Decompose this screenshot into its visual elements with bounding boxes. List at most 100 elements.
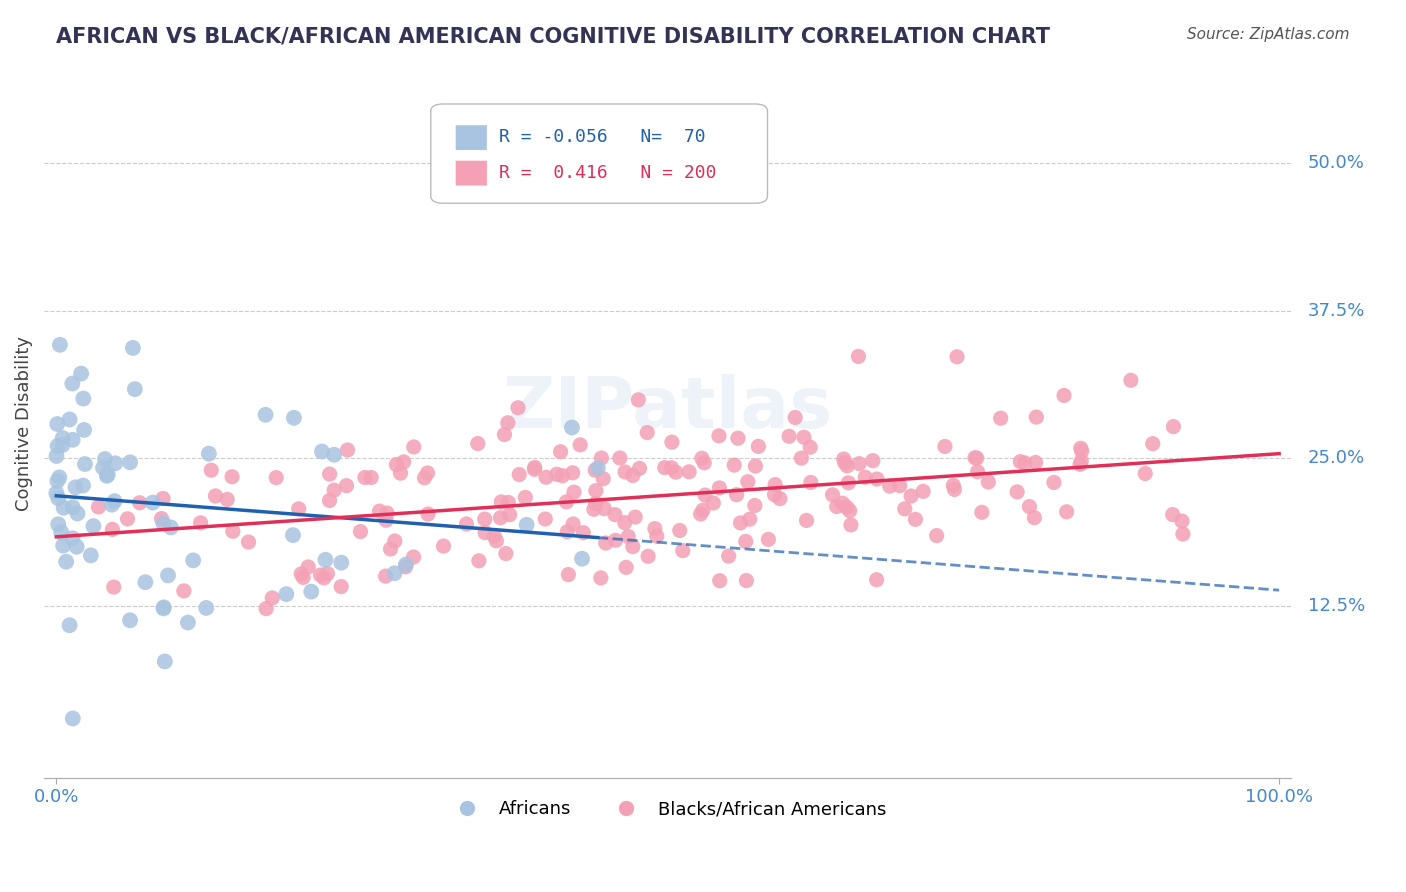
- Point: [498, 508, 520, 522]
- Point: [62, 433, 84, 447]
- Point: [889, 479, 911, 493]
- Point: [569, 438, 592, 452]
- Point: [839, 517, 862, 532]
- Point: [853, 470, 876, 484]
- Point: [374, 569, 396, 583]
- Point: [72, 478, 94, 492]
- Point: [70, 367, 93, 381]
- Point: [51, 438, 73, 452]
- Point: [389, 466, 412, 480]
- Point: [392, 455, 415, 469]
- Point: [1119, 373, 1142, 387]
- Point: [835, 500, 858, 515]
- Point: [198, 447, 221, 461]
- Point: [494, 427, 516, 442]
- Point: [1018, 500, 1040, 514]
- Point: [769, 491, 792, 506]
- Point: [254, 408, 277, 422]
- Point: [287, 501, 309, 516]
- Point: [966, 465, 988, 479]
- Point: [238, 535, 260, 549]
- Point: [628, 461, 651, 475]
- Point: [62, 531, 84, 545]
- Point: [879, 479, 901, 493]
- Point: [330, 556, 353, 570]
- Point: [1043, 475, 1066, 490]
- Point: [800, 475, 823, 490]
- Point: [380, 541, 402, 556]
- Point: [91, 460, 114, 475]
- Point: [970, 505, 993, 519]
- Point: [283, 410, 305, 425]
- Point: [709, 481, 731, 495]
- Point: [583, 463, 606, 477]
- Point: [124, 382, 146, 396]
- Point: [394, 559, 416, 574]
- Point: [621, 540, 644, 554]
- Point: [55, 555, 77, 569]
- Point: [1161, 508, 1184, 522]
- Point: [104, 456, 127, 470]
- Point: [832, 452, 855, 467]
- FancyBboxPatch shape: [456, 161, 486, 186]
- Point: [152, 601, 174, 615]
- Point: [617, 530, 640, 544]
- Point: [395, 558, 418, 572]
- Point: [866, 472, 889, 486]
- Point: [523, 460, 546, 475]
- Point: [485, 533, 508, 548]
- Point: [790, 451, 813, 466]
- Point: [644, 522, 666, 536]
- FancyBboxPatch shape: [456, 125, 486, 150]
- Point: [934, 440, 956, 454]
- Point: [46, 491, 69, 506]
- Point: [605, 533, 627, 548]
- Point: [413, 471, 436, 485]
- Point: [702, 496, 724, 510]
- Point: [87, 500, 110, 514]
- Point: [1070, 444, 1092, 458]
- Point: [585, 497, 607, 511]
- Point: [290, 566, 312, 581]
- Point: [58, 618, 80, 632]
- Point: [730, 516, 752, 530]
- Point: [134, 575, 156, 590]
- Point: [318, 493, 340, 508]
- Point: [65, 480, 87, 494]
- Text: 50.0%: 50.0%: [1308, 154, 1364, 172]
- Point: [45, 449, 67, 463]
- Point: [546, 467, 568, 482]
- Point: [693, 456, 716, 470]
- Point: [491, 495, 513, 509]
- Point: [1171, 527, 1194, 541]
- Point: [1010, 455, 1032, 469]
- Point: [276, 587, 298, 601]
- Point: [1024, 455, 1046, 469]
- Point: [551, 468, 574, 483]
- Point: [474, 525, 496, 540]
- Point: [516, 517, 538, 532]
- Point: [1133, 467, 1156, 481]
- Point: [561, 420, 583, 434]
- Point: [45, 486, 67, 500]
- Text: R = -0.056   N=  70: R = -0.056 N= 70: [499, 128, 706, 146]
- Point: [614, 560, 637, 574]
- Point: [508, 467, 530, 482]
- Point: [942, 478, 965, 492]
- Point: [654, 460, 676, 475]
- Point: [297, 560, 319, 574]
- Point: [943, 483, 966, 497]
- Text: 25.0%: 25.0%: [1308, 450, 1365, 467]
- Point: [128, 496, 150, 510]
- Point: [637, 549, 659, 564]
- Point: [977, 475, 1000, 489]
- Point: [118, 613, 141, 627]
- Point: [744, 458, 766, 473]
- Point: [94, 452, 117, 467]
- Point: [1069, 458, 1091, 472]
- Point: [368, 504, 391, 518]
- Point: [157, 568, 180, 582]
- Point: [603, 508, 626, 522]
- Point: [837, 475, 859, 490]
- Point: [793, 430, 815, 444]
